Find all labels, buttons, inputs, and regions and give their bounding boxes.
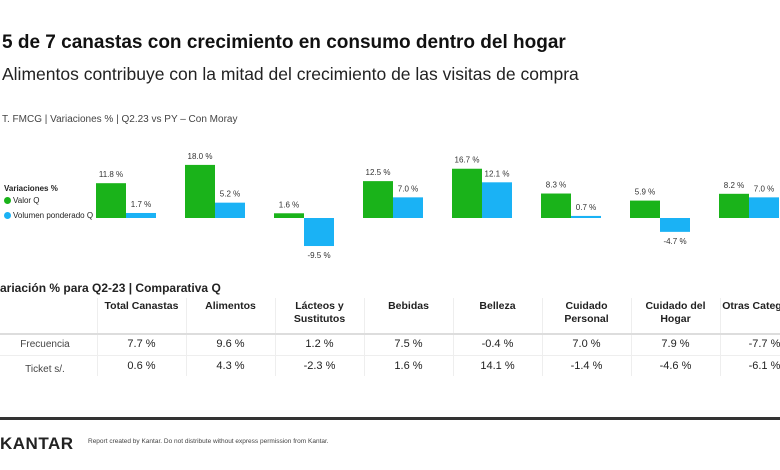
bar-valor (274, 213, 304, 218)
column-divider (186, 298, 187, 376)
data-label: 5.9 % (635, 188, 655, 197)
bar-volumen (660, 218, 690, 232)
table-cell: 9.6 % (216, 338, 245, 350)
bar-valor (185, 164, 215, 218)
column-divider (542, 298, 543, 376)
table-cell: -2.3 % (303, 360, 336, 372)
legend-item-volumen: Volumen ponderado Q (4, 211, 93, 220)
data-label: 18.0 % (188, 152, 213, 161)
row-label: Ticket s/. (25, 364, 65, 375)
table-title: ariación % para Q2-23 | Comparativa Q (0, 281, 221, 295)
page-subtitle: Alimentos contribuye con la mitad del cr… (2, 64, 579, 84)
data-label: 11.8 % (99, 170, 123, 179)
bar-valor (541, 193, 571, 218)
table-cell: 7.9 % (661, 338, 690, 350)
page-title: 5 de 7 canastas con crecimiento en consu… (2, 32, 566, 53)
bar-volumen (393, 197, 423, 218)
kantar-logo: KANTAR (0, 434, 74, 453)
row-label: Frecuencia (20, 339, 70, 350)
column-divider (720, 298, 721, 376)
column-header: Bebidas (388, 300, 429, 312)
table-cell: 7.7 % (127, 338, 156, 350)
legend-title: Variaciones % (4, 184, 58, 193)
data-label: -4.7 % (663, 237, 686, 246)
data-label: -9.5 % (307, 251, 330, 260)
column-header: Total Canastas (104, 300, 179, 312)
column-divider (631, 298, 632, 376)
table-cell: 7.0 % (572, 338, 601, 350)
bar-volumen (571, 215, 601, 218)
column-header: Cuidado del Hogar (645, 300, 706, 325)
bar-volumen (749, 197, 779, 218)
column-divider (275, 298, 276, 376)
column-header: Otras Categorías (722, 300, 780, 312)
legend-dot-icon (4, 197, 11, 204)
column-header: Lácteos y Sustitutos (293, 300, 346, 325)
column-divider (97, 298, 98, 376)
data-label: 0.7 % (576, 203, 596, 212)
legend-dot-icon (4, 212, 11, 219)
header-divider (0, 333, 780, 335)
bar-volumen (126, 212, 156, 218)
row-divider (0, 355, 780, 356)
legend-item-valor: Valor Q (4, 196, 40, 205)
bar-volumen (304, 218, 334, 247)
table-cell: 4.3 % (216, 360, 245, 372)
legend-label: Valor Q (13, 196, 40, 205)
column-divider (453, 298, 454, 376)
bar-valor (452, 168, 482, 218)
bar-valor (363, 181, 393, 218)
table-cell: 1.2 % (305, 338, 334, 350)
bar-valor (96, 183, 126, 218)
data-label: 7.0 % (398, 184, 418, 193)
legend-label: Volumen ponderado Q (13, 211, 94, 220)
table-cell: -6.1 % (748, 360, 780, 372)
data-label: 1.6 % (279, 200, 299, 209)
table-cell: 14.1 % (480, 360, 515, 372)
table-cell: 7.5 % (394, 338, 423, 350)
data-label: 7.0 % (754, 184, 774, 193)
data-label: 1.7 % (131, 200, 151, 209)
table-cell: -0.4 % (481, 338, 514, 350)
column-header: Alimentos (205, 300, 256, 312)
data-label: 8.3 % (546, 181, 566, 190)
bar-volumen (215, 202, 245, 218)
source-note: T. FMCG | Variaciones % | Q2.23 vs PY – … (2, 114, 238, 125)
column-divider (364, 298, 365, 376)
data-label: 5.2 % (220, 190, 240, 199)
table-cell: -7.7 % (748, 338, 780, 350)
bar-chart: 11.8 % 1.7 % 18.0 % 5.2 % 1.6 % -9.5 % 12.5 % 7… (96, 152, 779, 260)
data-label: 12.1 % (485, 169, 510, 178)
bar-valor (719, 193, 749, 218)
column-header: Belleza (479, 300, 516, 312)
table-cell: 0.6 % (127, 360, 156, 372)
bar-volumen (482, 182, 512, 218)
bar-valor (630, 200, 660, 218)
table-cell: 1.6 % (394, 360, 423, 372)
column-header: Cuidado Personal (564, 300, 609, 325)
data-label: 8.2 % (724, 181, 744, 190)
data-label: 16.7 % (455, 156, 480, 165)
table-cell: -1.4 % (570, 360, 603, 372)
table-cell: -4.6 % (659, 360, 692, 372)
data-label: 12.5 % (366, 168, 391, 177)
footer-note: Report created by Kantar. Do not distrib… (88, 438, 329, 445)
footer-divider (0, 417, 780, 420)
